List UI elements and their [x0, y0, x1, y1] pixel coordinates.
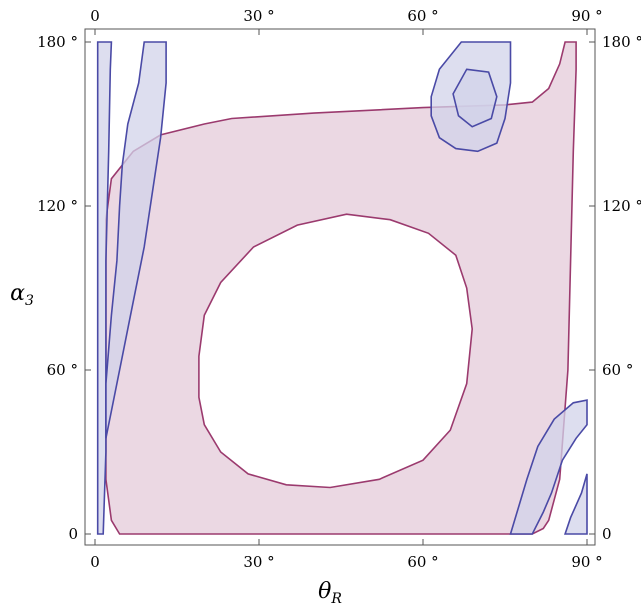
plot-frame [84, 28, 596, 546]
y-tick-label-left: 180 ° [37, 33, 78, 51]
x-tick-label-top: 0 [90, 7, 100, 25]
x-tick-label-top: 60 ° [407, 7, 438, 25]
y-tick-label-right: 60 ° [602, 361, 633, 379]
x-tick-label-bottom: 0 [90, 553, 100, 571]
y-tick-label-left: 120 ° [37, 197, 78, 215]
blue-region-0 [96, 41, 113, 535]
x-tick-label-bottom: 30 ° [243, 553, 274, 571]
blue-region-layer [96, 41, 588, 535]
x-tick-label-bottom: 90 ° [571, 553, 602, 571]
x-axis-label: θR [318, 579, 342, 607]
y-tick-label-left: 60 ° [47, 361, 78, 379]
blue-region-5 [563, 473, 588, 535]
y-tick-label-left: 0 [68, 525, 78, 543]
x-tick-label-bottom: 60 ° [407, 553, 438, 571]
blue-region-4 [509, 399, 588, 535]
x-tick-label-top: 30 ° [243, 7, 274, 25]
y-axis-label: α3 [10, 281, 34, 309]
x-tick-label-top: 90 ° [571, 7, 602, 25]
blue-region-1 [105, 41, 167, 439]
y-tick-label-right: 180 ° [602, 33, 641, 51]
y-tick-label-right: 120 ° [602, 197, 641, 215]
blue-region-3 [452, 68, 498, 128]
y-tick-label-right: 0 [602, 525, 612, 543]
